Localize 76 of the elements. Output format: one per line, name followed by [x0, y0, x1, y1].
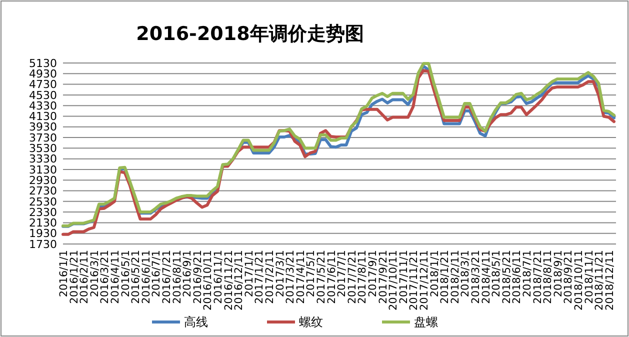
x-tick-label: 2018/11/21	[594, 250, 606, 311]
x-tick-label: 2018/1/1	[428, 250, 441, 298]
y-tick-label: 5130	[29, 56, 57, 70]
x-tick-label: 2018/6/11	[511, 250, 524, 304]
x-tick-label: 2018/3/21	[470, 250, 482, 304]
x-tick-label: 2017/3/1	[274, 250, 286, 298]
y-tick-label: 1730	[29, 238, 57, 251]
x-tick-label: 2016/2/11	[78, 250, 91, 304]
chart-title: 2016-2018年调价走势图	[136, 23, 364, 45]
y-tick-label: 1930	[29, 227, 57, 240]
y-tick-label: 4530	[29, 88, 57, 102]
y-tick-label: 3130	[29, 163, 57, 176]
x-tick-label: 2017/4/11	[294, 250, 307, 304]
x-tick-label: 2018/3/1	[460, 250, 472, 298]
y-tick-label: 2930	[29, 174, 57, 187]
x-tick-label: 2016/11/21	[222, 250, 235, 311]
y-tick-label: 2330	[29, 206, 57, 219]
x-tick-label: 2016/7/21	[160, 250, 173, 304]
legend-label: 高线	[184, 315, 208, 330]
x-tick-label: 2016/11/1	[212, 250, 224, 304]
x-tick-label: 2018/12/11	[604, 250, 616, 311]
x-tick-label: 2018/8/11	[542, 250, 554, 304]
x-tick-label: 2016/3/21	[99, 250, 112, 304]
y-tick-label: 3330	[29, 152, 57, 166]
x-tick-label: 2018/7/21	[532, 250, 544, 304]
x-tick-label: 2018/7/1	[521, 250, 534, 298]
x-tick-label: 2017/1/21	[254, 250, 266, 304]
x-tick-label: 2017/11/21	[408, 250, 420, 311]
y-tick-label: 4330	[29, 99, 57, 112]
y-tick-label: 3730	[29, 131, 57, 144]
x-tick-label: 2017/1/1	[243, 250, 256, 298]
legend-label: 盘螺	[414, 315, 438, 330]
x-tick-label: 2016/1/21	[68, 250, 80, 304]
x-tick-label: 2018/9/21	[562, 250, 575, 304]
x-tick-label: 2016/3/1	[88, 250, 101, 298]
x-tick-label: 2017/11/1	[398, 250, 410, 304]
x-tick-label: 2017/3/21	[284, 250, 297, 304]
x-tick-label: 2016/7/1	[150, 250, 163, 298]
x-tick-label: 2017/9/1	[366, 250, 379, 298]
x-tick-label: 2016/9/1	[182, 250, 194, 298]
y-tick-label: 3530	[29, 142, 57, 156]
legend-label: 螺纹	[299, 315, 323, 330]
x-tick-label: 2017/5/21	[315, 250, 328, 304]
x-tick-label: 2018/5/1	[490, 250, 503, 298]
x-tick-label: 2017/9/21	[377, 250, 390, 304]
x-tick-label: 2017/10/11	[388, 250, 400, 311]
x-tick-label: 2018/4/11	[480, 250, 492, 304]
x-tick-label: 2017/5/1	[305, 250, 318, 298]
y-tick-label: 4930	[29, 67, 57, 80]
y-tick-label: 2530	[29, 195, 57, 208]
x-tick-label: 2017/7/1	[336, 250, 348, 298]
y-tick-label: 3930	[29, 120, 57, 134]
x-tick-label: 2018/11/1	[583, 250, 596, 304]
x-tick-label: 2016/6/11	[140, 250, 152, 304]
x-tick-label: 2018/10/11	[572, 250, 585, 311]
x-tick-label: 2016/12/11	[233, 250, 246, 311]
x-tick-label: 2017/7/21	[346, 250, 358, 304]
x-tick-label: 2016/5/1	[120, 250, 132, 298]
x-tick-label: 2016/9/21	[192, 250, 204, 304]
x-tick-label: 2016/10/11	[202, 250, 214, 311]
x-tick-label: 2016/8/11	[171, 250, 184, 304]
x-tick-label: 2018/5/21	[500, 250, 513, 304]
x-tick-label: 2018/9/1	[552, 250, 564, 298]
x-tick-label: 2017/2/11	[264, 250, 276, 304]
x-tick-label: 2016/4/11	[109, 250, 122, 304]
y-tick-label: 2730	[29, 184, 57, 198]
y-tick-label: 2130	[29, 216, 57, 230]
x-tick-label: 2018/2/11	[449, 250, 462, 304]
y-tick-label: 4130	[29, 110, 57, 124]
x-tick-label: 2017/6/11	[326, 250, 338, 304]
x-tick-label: 2018/1/21	[439, 250, 452, 304]
x-tick-label: 2016/5/21	[130, 250, 142, 304]
x-tick-label: 2017/8/11	[356, 250, 369, 304]
x-tick-label: 2017/12/11	[418, 250, 430, 311]
y-tick-label: 4730	[29, 78, 57, 92]
x-tick-label: 2016/1/1	[58, 250, 70, 298]
